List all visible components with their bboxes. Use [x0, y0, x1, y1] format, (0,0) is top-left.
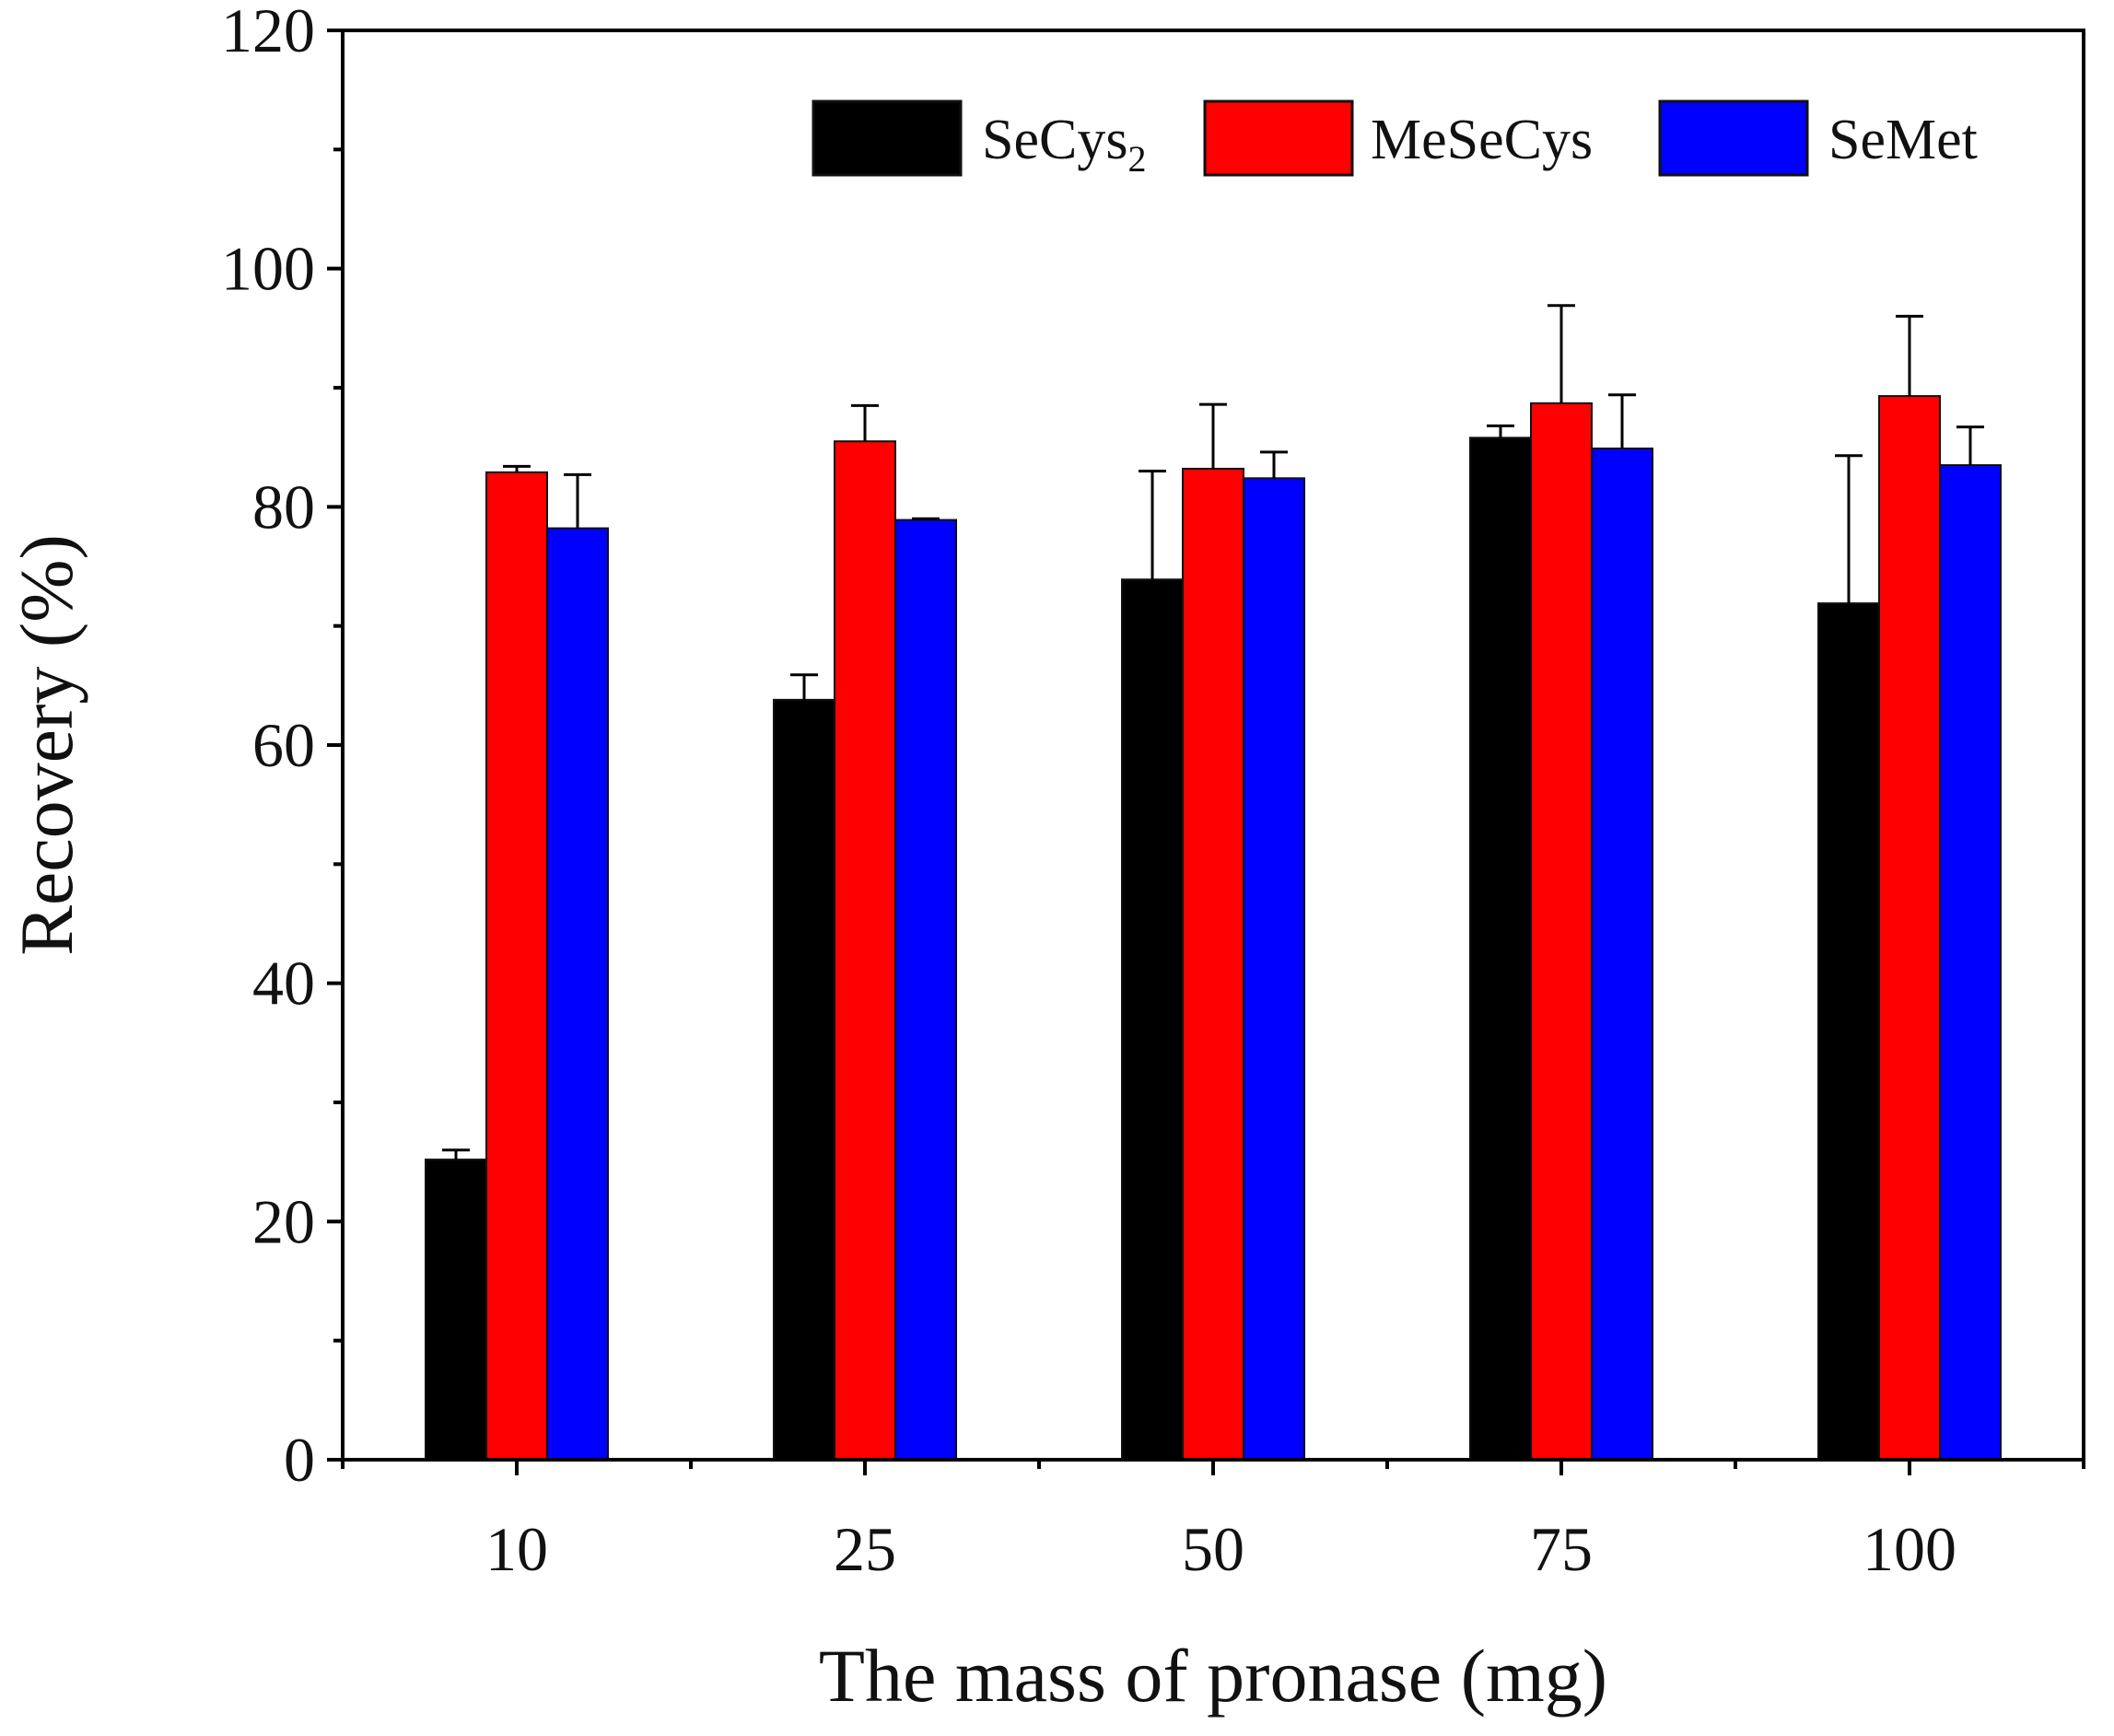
legend-swatch — [1658, 99, 1809, 177]
y-tick-label: 40 — [252, 949, 315, 1019]
error-bar — [1835, 454, 1863, 604]
error-bar — [1608, 393, 1636, 449]
legend-swatch — [1203, 99, 1354, 177]
error-bars-layer — [442, 304, 1984, 1160]
bar — [1469, 437, 1532, 1462]
y-tick-label: 20 — [252, 1186, 315, 1256]
error-bar — [1139, 470, 1166, 580]
error-bar — [1260, 450, 1288, 479]
bar — [894, 518, 957, 1461]
legend-label: SeMet — [1828, 109, 1978, 171]
x-axis-title: The mass of pronase (mg) — [819, 1634, 1607, 1718]
bar — [1530, 402, 1593, 1461]
x-tick-label: 25 — [834, 1514, 896, 1584]
y-tick-label: 100 — [221, 234, 315, 304]
y-axis: 0 20 40 60 80 100 120 — [221, 0, 343, 1495]
legend-item: MeSeCys — [1203, 99, 1593, 177]
x-tick-label: 100 — [1863, 1514, 1956, 1584]
bar — [1182, 467, 1244, 1461]
error-bar — [1956, 425, 1984, 466]
x-tick-label: 10 — [485, 1514, 548, 1584]
bar — [1939, 464, 2002, 1462]
y-tick-label: 0 — [284, 1425, 315, 1495]
error-bar — [1548, 304, 1575, 403]
legend-item: SeMet — [1658, 99, 1978, 177]
legend-label: SeCys2 — [982, 109, 1146, 180]
bar — [834, 440, 896, 1462]
legend-swatch — [812, 99, 963, 177]
bar — [773, 698, 835, 1461]
error-bar — [912, 517, 940, 520]
error-bar — [564, 472, 591, 529]
y-tick-label: 120 — [221, 0, 315, 65]
legend: SeCys2 MeSeCys SeMet — [812, 99, 1978, 180]
y-axis-title: Recovery (%) — [5, 534, 88, 956]
bar — [1121, 578, 1184, 1461]
bar — [485, 471, 548, 1461]
y-tick-label: 80 — [252, 472, 315, 542]
error-bar — [442, 1148, 470, 1160]
error-bar — [851, 403, 879, 442]
error-bar — [1199, 402, 1227, 469]
x-axis: 10 25 50 75 100 — [341, 1460, 2085, 1584]
legend-label: MeSeCys — [1371, 109, 1593, 171]
bar — [546, 527, 609, 1461]
error-bar — [790, 673, 818, 700]
error-bar — [1487, 424, 1514, 438]
y-tick-label: 60 — [252, 710, 315, 780]
bar — [1817, 602, 1880, 1461]
bars-layer — [425, 395, 2002, 1462]
error-bar — [1896, 314, 1923, 397]
bar — [1878, 395, 1941, 1461]
error-bar — [503, 464, 531, 472]
legend-item: SeCys2 — [812, 99, 1146, 180]
bar — [1243, 477, 1305, 1461]
x-tick-label: 75 — [1530, 1514, 1593, 1584]
bar — [1591, 447, 1653, 1462]
bar — [425, 1159, 487, 1461]
x-tick-label: 50 — [1182, 1514, 1244, 1584]
